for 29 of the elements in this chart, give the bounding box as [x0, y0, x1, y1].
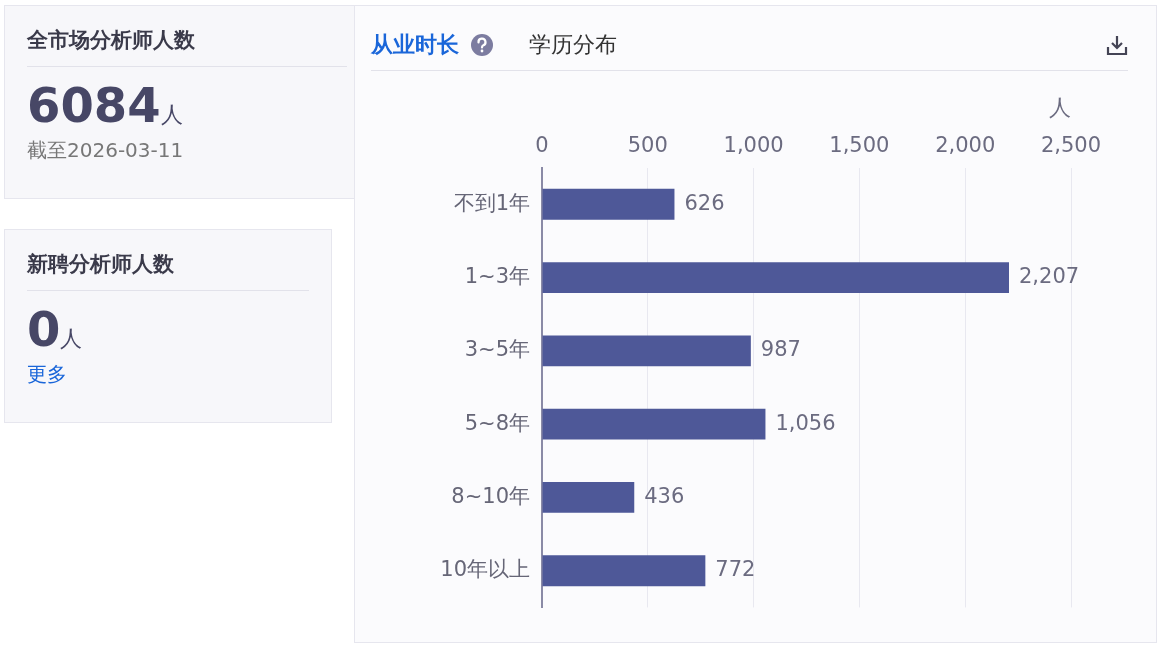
x-tick-label: 1,500 — [829, 133, 890, 158]
x-tick-label: 2,000 — [935, 133, 996, 158]
text: 6084 — [27, 77, 161, 133]
text: 人 — [160, 102, 183, 127]
y-tick-label: 3~5年 — [464, 337, 530, 362]
data-label: 772 — [715, 557, 756, 582]
x-tick-label: 0 — [535, 133, 549, 158]
y-tick-label: 8~10年 — [451, 483, 530, 508]
x-tick-label: 500 — [627, 133, 668, 158]
y-tick-label: 5~8年 — [464, 410, 530, 435]
y-tick-label: 1~3年 — [464, 264, 530, 288]
data-label: 987 — [760, 337, 801, 362]
text: 人 — [60, 326, 83, 351]
text: 更多 — [27, 361, 68, 388]
data-label: 436 — [644, 483, 685, 508]
text: 全市场分析师人数 — [27, 26, 347, 67]
y-tick-label: 不到1年 — [453, 190, 530, 215]
y-tick-label: 10年以上 — [440, 557, 530, 582]
x-tick-label: 1,000 — [723, 133, 784, 158]
text: 0 — [27, 301, 61, 357]
chart-subtitle: 学历分布 — [529, 31, 617, 59]
x-tick-label: 2,500 — [1040, 133, 1102, 158]
data-label: 2,207 — [1019, 264, 1080, 288]
data-label: 1,056 — [775, 410, 836, 435]
text: 截至2026-03-11 — [27, 137, 185, 164]
text: 新聘分析师人数 — [27, 250, 309, 291]
chart-title: 从业时长 — [371, 31, 459, 59]
x-axis-title: 人 — [1049, 94, 1071, 120]
data-label: 626 — [684, 190, 725, 215]
